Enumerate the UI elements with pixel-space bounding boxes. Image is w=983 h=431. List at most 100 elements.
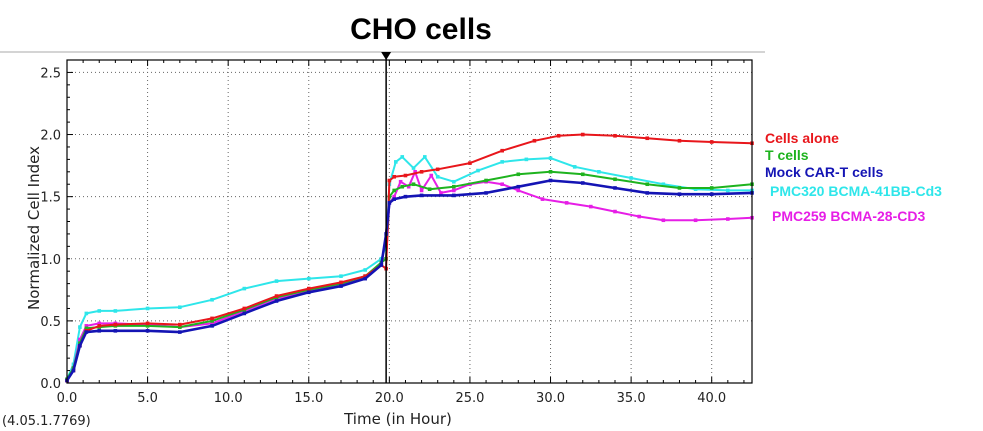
data-point bbox=[113, 309, 118, 313]
y-tick-label: 1.5 bbox=[40, 191, 61, 206]
data-point bbox=[210, 319, 214, 323]
plot-area bbox=[67, 60, 752, 383]
chart-title: CHO cells bbox=[350, 13, 492, 46]
data-point bbox=[419, 170, 424, 174]
data-point bbox=[709, 140, 714, 144]
x-tick-labels: 0.0 5.0 10.0 15.0 20.0 25.0 30.0 35.0 40.0 bbox=[57, 391, 727, 406]
plot-background bbox=[67, 60, 752, 383]
x-tick-label: 20.0 bbox=[375, 391, 404, 406]
data-point bbox=[403, 173, 408, 178]
data-point bbox=[210, 316, 214, 321]
data-point bbox=[524, 157, 529, 162]
data-point bbox=[709, 186, 714, 190]
data-point bbox=[452, 179, 456, 184]
data-point bbox=[306, 286, 311, 291]
data-point bbox=[613, 177, 617, 182]
data-point bbox=[78, 325, 82, 329]
data-point bbox=[435, 174, 440, 179]
data-point bbox=[145, 329, 150, 333]
y-tick-label: 1.0 bbox=[40, 253, 61, 268]
data-point bbox=[84, 311, 89, 316]
data-point bbox=[429, 173, 434, 178]
data-point bbox=[677, 138, 682, 143]
data-point bbox=[500, 160, 504, 164]
data-point bbox=[363, 268, 367, 272]
data-point bbox=[84, 324, 89, 328]
data-point bbox=[145, 321, 150, 326]
data-point bbox=[411, 166, 416, 170]
data-point bbox=[548, 170, 553, 174]
y-tick-label: 2.0 bbox=[40, 129, 61, 144]
series-line bbox=[65, 179, 753, 382]
data-point bbox=[394, 160, 398, 164]
y-tick-label: 0.0 bbox=[40, 377, 61, 392]
data-point bbox=[210, 297, 214, 302]
data-point bbox=[178, 305, 182, 310]
x-tick-label: 5.0 bbox=[137, 391, 158, 406]
data-point bbox=[379, 263, 384, 267]
data-point bbox=[661, 218, 666, 223]
data-point bbox=[242, 311, 247, 316]
data-point bbox=[210, 321, 214, 326]
x-tick-label: 35.0 bbox=[617, 391, 646, 406]
data-point bbox=[97, 329, 102, 333]
data-point bbox=[419, 193, 424, 198]
data-point bbox=[339, 284, 343, 288]
legend-entry: Cells alone bbox=[765, 130, 839, 146]
data-point bbox=[693, 218, 698, 223]
data-point bbox=[613, 209, 617, 214]
data-point bbox=[645, 182, 650, 187]
data-point bbox=[548, 178, 553, 183]
data-point bbox=[306, 290, 311, 295]
data-point bbox=[500, 182, 504, 187]
data-point bbox=[403, 194, 408, 199]
footnote: (4.05.1.7769) bbox=[2, 414, 91, 429]
data-point bbox=[97, 309, 102, 313]
marker-triangle bbox=[381, 52, 392, 60]
data-point bbox=[363, 276, 367, 281]
data-point bbox=[71, 368, 76, 373]
data-point bbox=[400, 155, 405, 159]
data-point bbox=[97, 324, 102, 328]
data-point bbox=[84, 330, 89, 334]
y-tick-label: 0.5 bbox=[40, 315, 61, 330]
data-point bbox=[178, 322, 182, 327]
x-axis-label: Time (in Hour) bbox=[343, 410, 452, 428]
data-point bbox=[564, 201, 569, 205]
data-point bbox=[392, 174, 396, 179]
data-point bbox=[677, 186, 682, 190]
data-point bbox=[113, 322, 118, 327]
data-point bbox=[589, 204, 593, 209]
data-point bbox=[693, 187, 698, 191]
data-point bbox=[398, 179, 403, 184]
data-point bbox=[484, 178, 488, 183]
data-point bbox=[400, 184, 405, 189]
data-point bbox=[516, 172, 521, 177]
data-point bbox=[709, 192, 714, 196]
data-point bbox=[210, 324, 214, 328]
data-point bbox=[645, 136, 650, 141]
x-tick-label: 40.0 bbox=[697, 391, 726, 406]
legend-entry: T cells bbox=[765, 147, 809, 163]
x-tick-label: 0.0 bbox=[57, 391, 78, 406]
data-point bbox=[306, 276, 311, 281]
data-point bbox=[84, 326, 89, 331]
data-point bbox=[97, 321, 102, 326]
data-point bbox=[645, 191, 650, 195]
data-point bbox=[339, 274, 343, 278]
data-point bbox=[516, 184, 521, 189]
data-point bbox=[274, 299, 279, 303]
legend-entry: PMC320 BCMA-41BB-Cd3 bbox=[770, 183, 942, 199]
data-point bbox=[476, 168, 480, 173]
data-point bbox=[677, 192, 682, 196]
data-point bbox=[629, 176, 633, 180]
data-point bbox=[413, 170, 417, 174]
data-point bbox=[339, 280, 343, 285]
data-point bbox=[597, 170, 601, 174]
data-point bbox=[427, 187, 432, 191]
data-point bbox=[726, 217, 730, 221]
data-point bbox=[392, 194, 396, 199]
x-tick-label: 30.0 bbox=[536, 391, 565, 406]
